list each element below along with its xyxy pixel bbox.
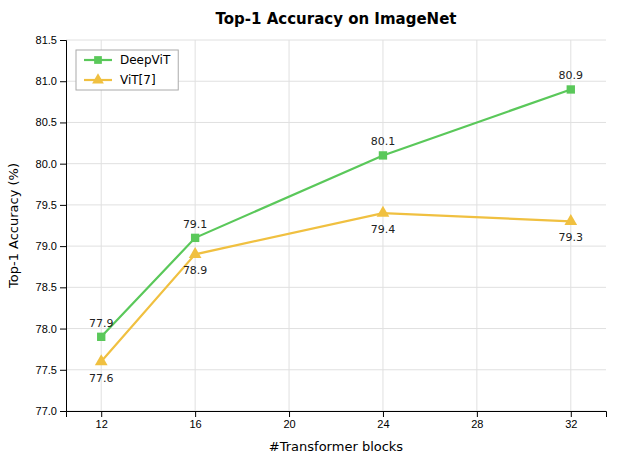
legend-frame: [76, 50, 178, 90]
x-tick-label: 12: [96, 418, 108, 430]
grid-line: [570, 40, 571, 411]
grid-line: [476, 40, 477, 411]
y-tick: 78.5: [36, 281, 66, 293]
data-label: 80.1: [371, 135, 396, 148]
x-axis-line: [67, 412, 607, 418]
point: [95, 354, 108, 365]
x-tick-label: 24: [377, 418, 389, 430]
data-label: 79.3: [559, 231, 584, 244]
y-tick-mark: [60, 246, 66, 247]
y-tick-mark: [60, 287, 66, 288]
point: [567, 85, 575, 93]
y-tick-label: 81.5: [36, 34, 57, 46]
y-tick-mark: [60, 122, 66, 123]
y-tick: 78.0: [36, 323, 66, 335]
x-axis: 12 16 20 24 28 32: [67, 411, 607, 430]
x-tick-mark: [477, 411, 478, 417]
y-tick-label: 80.5: [36, 116, 57, 128]
x-tick: 28: [471, 411, 483, 430]
y-tick-label: 78.5: [36, 281, 57, 293]
grid-line: [66, 40, 606, 41]
x-tick-label: 32: [565, 418, 577, 430]
y-axis-title: Top-1 Accuracy (%): [6, 163, 21, 289]
grid: [66, 40, 606, 411]
y-tick-label: 78.0: [36, 323, 57, 335]
y-tick-label: 77.0: [36, 405, 57, 417]
y-tick-label: 81.0: [36, 75, 57, 87]
series-line: [101, 213, 571, 361]
x-tick-label: 20: [283, 418, 295, 430]
data-label: 77.9: [89, 317, 114, 330]
x-axis-title: #Transformer blocks: [269, 439, 404, 454]
grid-line: [289, 40, 290, 411]
x-tick: 12: [96, 411, 108, 430]
y-tick: 81.5: [36, 34, 66, 46]
y-tick-mark: [60, 81, 66, 82]
legend: DeepViT ViT[7]: [76, 50, 178, 90]
y-tick: 77.5: [36, 364, 66, 376]
point: [377, 206, 390, 217]
y-tick-mark: [60, 370, 66, 371]
point: [379, 151, 387, 159]
grid-line: [66, 122, 606, 123]
x-tick-label: 28: [471, 418, 483, 430]
point: [191, 234, 199, 242]
title: Top-1 Accuracy on ImageNet: [216, 10, 457, 28]
y-tick-label: 77.5: [36, 364, 57, 376]
x-tick: 32: [565, 411, 577, 430]
y-tick-mark: [60, 164, 66, 165]
data-label: 79.4: [371, 223, 396, 236]
grid-line: [66, 328, 606, 329]
y-tick-mark: [60, 40, 66, 41]
y-tick: 79.0: [36, 240, 66, 252]
data-label: 77.6: [89, 372, 114, 385]
legend-item: DeepViT: [84, 53, 171, 67]
y-tick: 77.0: [36, 405, 66, 417]
x-tick: 24: [377, 411, 389, 430]
data-label: 80.9: [559, 69, 584, 82]
y-tick-mark: [60, 411, 66, 412]
y-tick-label: 80.0: [36, 158, 57, 170]
y-tick: 80.0: [36, 158, 66, 170]
x-tick-mark: [289, 411, 290, 417]
y-tick: 79.5: [36, 199, 66, 211]
legend-item: ViT[7]: [84, 73, 156, 87]
series-line: [101, 89, 571, 336]
x-tick-mark: [383, 411, 384, 417]
y-tick-mark: [60, 205, 66, 206]
point: [97, 333, 105, 341]
grid-line: [66, 246, 606, 247]
y-tick-mark: [60, 329, 66, 330]
legend-label: ViT[7]: [120, 73, 156, 87]
legend-label: DeepViT: [120, 53, 171, 67]
grid-line: [66, 204, 606, 205]
y-tick: 80.5: [36, 116, 66, 128]
x-tick: 16: [190, 411, 202, 430]
point: [564, 214, 577, 225]
data-labels: 77.9 79.1 80.1 80.9 77.6 78.9 79.4 79.3: [89, 69, 583, 384]
data-label: 78.9: [183, 264, 208, 277]
x-tick-mark: [101, 411, 102, 417]
data-label: 79.1: [183, 218, 208, 231]
y-tick-label: 79.5: [36, 199, 57, 211]
plot-area: [95, 85, 577, 365]
y-axis: 77.0 77.5 78.0 78.5 79.0 79.5 80.0 80.5 81.0 81.5: [36, 34, 67, 417]
x-tick-mark: [571, 411, 572, 417]
x-tick-mark: [195, 411, 196, 417]
x-tick-label: 16: [190, 418, 202, 430]
legend-marker: [94, 56, 102, 64]
y-axis-line: [60, 41, 67, 412]
chart: 12 16 20 24 28 32 77.0 77.5 78.0 78.5 79.0 79.5 80.0…: [0, 0, 628, 463]
y-tick: 81.0: [36, 75, 66, 87]
grid-line: [66, 163, 606, 164]
point: [189, 247, 202, 258]
x-tick: 20: [283, 411, 295, 430]
legend-marker: [92, 73, 104, 83]
grid-line: [66, 369, 606, 370]
y-tick-label: 79.0: [36, 240, 57, 252]
